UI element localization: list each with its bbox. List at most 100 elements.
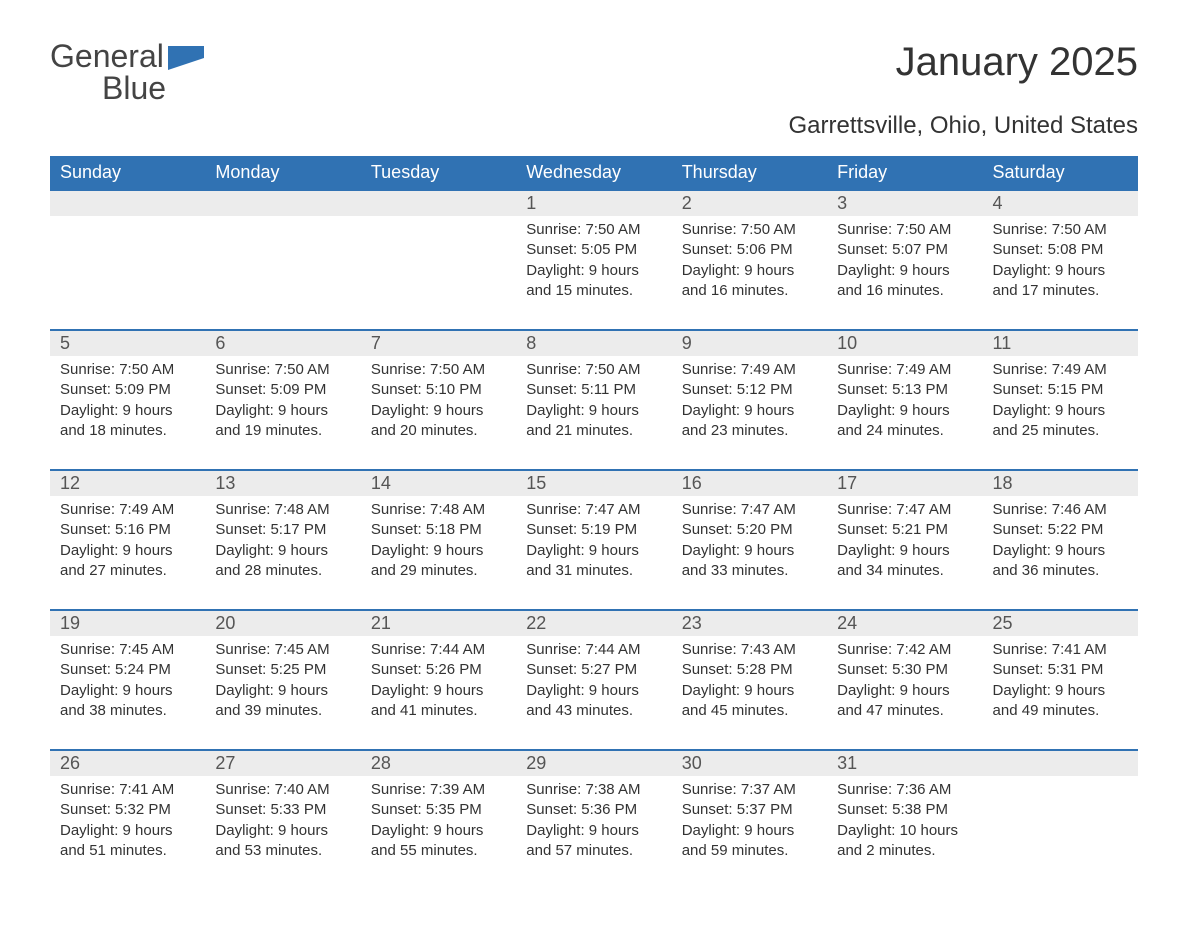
day-number: 18 [983,471,1138,496]
day-details: Sunrise: 7:40 AMSunset: 5:33 PMDaylight:… [205,776,360,865]
day-details: Sunrise: 7:47 AMSunset: 5:20 PMDaylight:… [672,496,827,585]
header: General Blue January 2025 [50,40,1138,104]
day-number [983,751,1138,776]
day-daylight2: and 31 minutes. [526,561,661,581]
day-daylight1: Daylight: 9 hours [60,681,195,701]
day-sunset: Sunset: 5:06 PM [682,240,817,260]
day-details: Sunrise: 7:38 AMSunset: 5:36 PMDaylight:… [516,776,671,865]
day-sunset: Sunset: 5:25 PM [215,660,350,680]
day-sunrise: Sunrise: 7:49 AM [837,360,972,380]
day-daylight1: Daylight: 9 hours [682,821,817,841]
day-daylight2: and 38 minutes. [60,701,195,721]
day-daylight2: and 17 minutes. [993,281,1128,301]
day-sunset: Sunset: 5:16 PM [60,520,195,540]
calendar-day-cell: 14Sunrise: 7:48 AMSunset: 5:18 PMDayligh… [361,470,516,610]
day-daylight1: Daylight: 9 hours [215,401,350,421]
calendar-day-cell: 12Sunrise: 7:49 AMSunset: 5:16 PMDayligh… [50,470,205,610]
day-sunset: Sunset: 5:09 PM [215,380,350,400]
day-sunset: Sunset: 5:36 PM [526,800,661,820]
day-sunrise: Sunrise: 7:43 AM [682,640,817,660]
day-daylight1: Daylight: 9 hours [526,401,661,421]
day-sunrise: Sunrise: 7:50 AM [60,360,195,380]
day-daylight1: Daylight: 9 hours [682,401,817,421]
calendar-day-cell: 8Sunrise: 7:50 AMSunset: 5:11 PMDaylight… [516,330,671,470]
calendar-day-cell: 3Sunrise: 7:50 AMSunset: 5:07 PMDaylight… [827,190,982,330]
day-daylight2: and 20 minutes. [371,421,506,441]
day-daylight2: and 34 minutes. [837,561,972,581]
day-daylight2: and 39 minutes. [215,701,350,721]
day-number: 10 [827,331,982,356]
day-sunrise: Sunrise: 7:47 AM [682,500,817,520]
calendar-day-cell: 17Sunrise: 7:47 AMSunset: 5:21 PMDayligh… [827,470,982,610]
day-sunrise: Sunrise: 7:49 AM [682,360,817,380]
day-details: Sunrise: 7:48 AMSunset: 5:18 PMDaylight:… [361,496,516,585]
day-daylight2: and 21 minutes. [526,421,661,441]
day-number [361,191,516,216]
day-sunset: Sunset: 5:30 PM [837,660,972,680]
calendar-day-cell: 7Sunrise: 7:50 AMSunset: 5:10 PMDaylight… [361,330,516,470]
logo-word1: General [50,38,164,74]
calendar-day-cell: 23Sunrise: 7:43 AMSunset: 5:28 PMDayligh… [672,610,827,750]
day-number: 25 [983,611,1138,636]
day-sunrise: Sunrise: 7:50 AM [526,360,661,380]
day-number: 19 [50,611,205,636]
day-daylight1: Daylight: 9 hours [682,261,817,281]
calendar-week-row: 12Sunrise: 7:49 AMSunset: 5:16 PMDayligh… [50,470,1138,610]
day-daylight2: and 45 minutes. [682,701,817,721]
day-daylight2: and 55 minutes. [371,841,506,861]
day-details: Sunrise: 7:41 AMSunset: 5:32 PMDaylight:… [50,776,205,865]
weekday-header: Tuesday [361,156,516,190]
day-sunset: Sunset: 5:08 PM [993,240,1128,260]
day-details: Sunrise: 7:45 AMSunset: 5:25 PMDaylight:… [205,636,360,725]
day-daylight1: Daylight: 9 hours [993,401,1128,421]
calendar-day-cell: 19Sunrise: 7:45 AMSunset: 5:24 PMDayligh… [50,610,205,750]
calendar-day-cell: 6Sunrise: 7:50 AMSunset: 5:09 PMDaylight… [205,330,360,470]
calendar-week-row: 1Sunrise: 7:50 AMSunset: 5:05 PMDaylight… [50,190,1138,330]
day-sunset: Sunset: 5:09 PM [60,380,195,400]
calendar-week-row: 5Sunrise: 7:50 AMSunset: 5:09 PMDaylight… [50,330,1138,470]
day-sunrise: Sunrise: 7:44 AM [526,640,661,660]
day-details: Sunrise: 7:50 AMSunset: 5:06 PMDaylight:… [672,216,827,305]
day-sunset: Sunset: 5:22 PM [993,520,1128,540]
day-sunrise: Sunrise: 7:44 AM [371,640,506,660]
day-details: Sunrise: 7:49 AMSunset: 5:12 PMDaylight:… [672,356,827,445]
day-sunset: Sunset: 5:13 PM [837,380,972,400]
calendar-week-row: 19Sunrise: 7:45 AMSunset: 5:24 PMDayligh… [50,610,1138,750]
weekday-header: Friday [827,156,982,190]
day-number: 5 [50,331,205,356]
day-number: 26 [50,751,205,776]
day-sunset: Sunset: 5:37 PM [682,800,817,820]
day-details: Sunrise: 7:46 AMSunset: 5:22 PMDaylight:… [983,496,1138,585]
day-sunset: Sunset: 5:38 PM [837,800,972,820]
logo-word2: Blue [50,70,166,106]
day-daylight1: Daylight: 10 hours [837,821,972,841]
day-sunset: Sunset: 5:17 PM [215,520,350,540]
day-details: Sunrise: 7:43 AMSunset: 5:28 PMDaylight:… [672,636,827,725]
logo-flag-icon [168,40,204,75]
day-details: Sunrise: 7:39 AMSunset: 5:35 PMDaylight:… [361,776,516,865]
day-sunrise: Sunrise: 7:50 AM [526,220,661,240]
day-number: 23 [672,611,827,636]
calendar-day-cell: 27Sunrise: 7:40 AMSunset: 5:33 PMDayligh… [205,750,360,890]
day-sunrise: Sunrise: 7:39 AM [371,780,506,800]
day-number [205,191,360,216]
logo-text-wrap: General Blue [50,40,166,104]
day-sunset: Sunset: 5:18 PM [371,520,506,540]
day-sunrise: Sunrise: 7:49 AM [60,500,195,520]
calendar-day-cell [361,190,516,330]
day-details: Sunrise: 7:44 AMSunset: 5:26 PMDaylight:… [361,636,516,725]
day-sunset: Sunset: 5:26 PM [371,660,506,680]
day-details: Sunrise: 7:47 AMSunset: 5:21 PMDaylight:… [827,496,982,585]
calendar-day-cell [983,750,1138,890]
day-sunrise: Sunrise: 7:37 AM [682,780,817,800]
day-details: Sunrise: 7:37 AMSunset: 5:37 PMDaylight:… [672,776,827,865]
day-daylight1: Daylight: 9 hours [371,821,506,841]
day-number: 13 [205,471,360,496]
day-sunrise: Sunrise: 7:45 AM [215,640,350,660]
day-sunrise: Sunrise: 7:47 AM [837,500,972,520]
day-sunrise: Sunrise: 7:50 AM [215,360,350,380]
weekday-header: Wednesday [516,156,671,190]
calendar-day-cell: 10Sunrise: 7:49 AMSunset: 5:13 PMDayligh… [827,330,982,470]
day-number: 1 [516,191,671,216]
calendar-week-row: 26Sunrise: 7:41 AMSunset: 5:32 PMDayligh… [50,750,1138,890]
